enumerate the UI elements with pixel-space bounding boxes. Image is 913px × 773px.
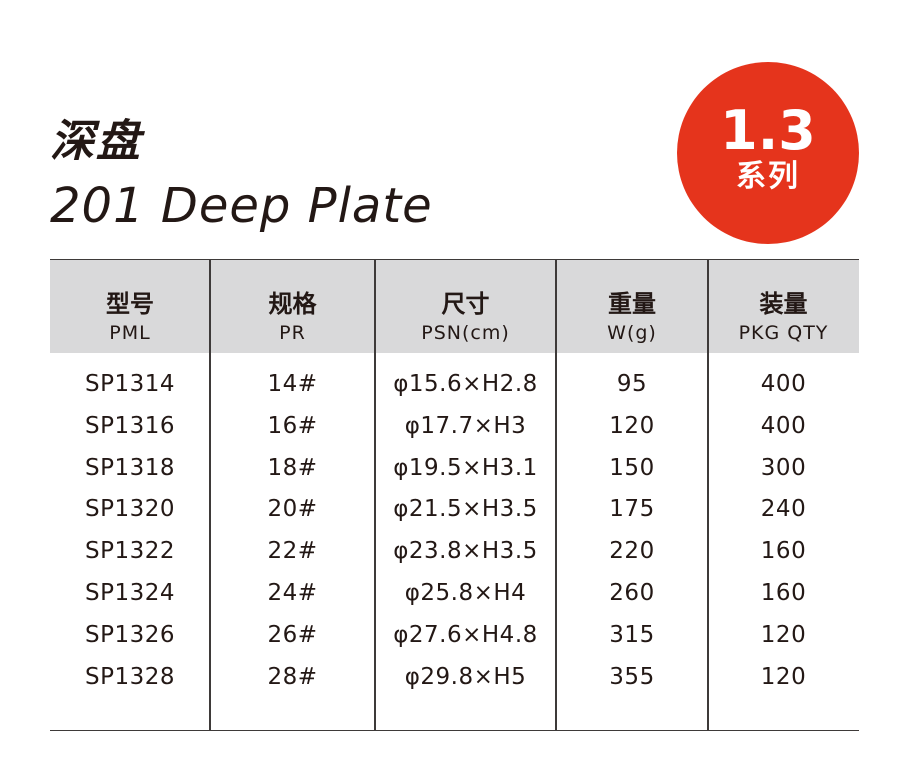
cell-spec: 16# xyxy=(267,412,318,439)
cell-qty: 240 xyxy=(760,496,807,523)
header-weight-zh: 重量 xyxy=(608,290,656,318)
cell-spec: 20# xyxy=(267,496,318,523)
cell-model: SP1316 xyxy=(84,412,175,439)
cell-size: φ25.8×H4 xyxy=(404,580,527,606)
cell-spec: 24# xyxy=(267,580,318,606)
cell-weight: 95 xyxy=(616,371,648,397)
cell-model: SP1326 xyxy=(84,621,175,648)
header-size-zh: 尺寸 xyxy=(441,290,490,318)
cell-weight: 315 xyxy=(609,621,655,648)
cell-size: φ27.6×H4.8 xyxy=(393,621,538,648)
cell-qty: 120 xyxy=(760,621,807,648)
cell-qty: 400 xyxy=(760,371,807,397)
header-size-en: PSN(cm) xyxy=(421,322,510,344)
header-qty-en: PKG QTY xyxy=(738,322,829,344)
cell-qty: 160 xyxy=(760,580,807,606)
cell-spec: 28# xyxy=(267,663,318,690)
series-label: 系列 xyxy=(736,159,800,194)
column-divider xyxy=(707,260,709,730)
cell-model: SP1320 xyxy=(84,496,175,523)
cell-size: φ21.5×H3.5 xyxy=(393,496,538,523)
cell-size: φ17.7×H3 xyxy=(404,412,527,439)
cell-qty: 160 xyxy=(760,538,807,565)
header-weight-en: W(g) xyxy=(607,322,657,344)
cell-model: SP1318 xyxy=(84,454,175,481)
cell-weight: 150 xyxy=(609,454,655,481)
column-divider xyxy=(555,260,557,730)
cell-spec: 26# xyxy=(267,621,318,648)
cell-model: SP1324 xyxy=(84,580,175,606)
title-chinese: 深盘 xyxy=(50,116,142,167)
cell-model: SP1314 xyxy=(84,371,175,397)
cell-size: φ23.8×H3.5 xyxy=(393,538,538,565)
header-qty-zh: 装量 xyxy=(759,290,808,318)
cell-spec: 18# xyxy=(267,454,318,481)
header-spec-zh: 规格 xyxy=(268,290,317,318)
header-spec-en: PR xyxy=(279,322,306,344)
cell-model: SP1328 xyxy=(84,663,175,690)
cell-spec: 22# xyxy=(267,538,318,565)
cell-qty: 400 xyxy=(760,412,807,439)
column-divider xyxy=(209,260,211,730)
cell-size: φ15.6×H2.8 xyxy=(393,371,538,397)
cell-weight: 355 xyxy=(609,663,655,690)
series-number: 1.3 xyxy=(720,99,816,162)
series-badge: 1.3 系列 xyxy=(677,62,859,244)
header-model-en: PML xyxy=(109,322,151,344)
cell-weight: 220 xyxy=(609,538,655,565)
product-table: 型号 PML 规格 PR 尺寸 PSN(cm) 重量 W(g) 装量 PKG QTY SP1314 1… xyxy=(50,259,859,731)
cell-weight: 175 xyxy=(609,496,655,523)
cell-weight: 120 xyxy=(609,412,655,439)
cell-weight: 260 xyxy=(609,580,655,606)
cell-qty: 300 xyxy=(760,454,807,481)
header-model-zh: 型号 xyxy=(106,290,154,318)
table-header-row xyxy=(50,260,859,353)
cell-qty: 120 xyxy=(760,663,807,690)
cell-size: φ19.5×H3.1 xyxy=(393,454,538,481)
cell-model: SP1322 xyxy=(84,538,175,565)
cell-spec: 14# xyxy=(267,371,318,397)
title-english: 201 Deep Plate xyxy=(50,178,433,234)
cell-size: φ29.8×H5 xyxy=(404,663,527,690)
column-divider xyxy=(374,260,376,730)
